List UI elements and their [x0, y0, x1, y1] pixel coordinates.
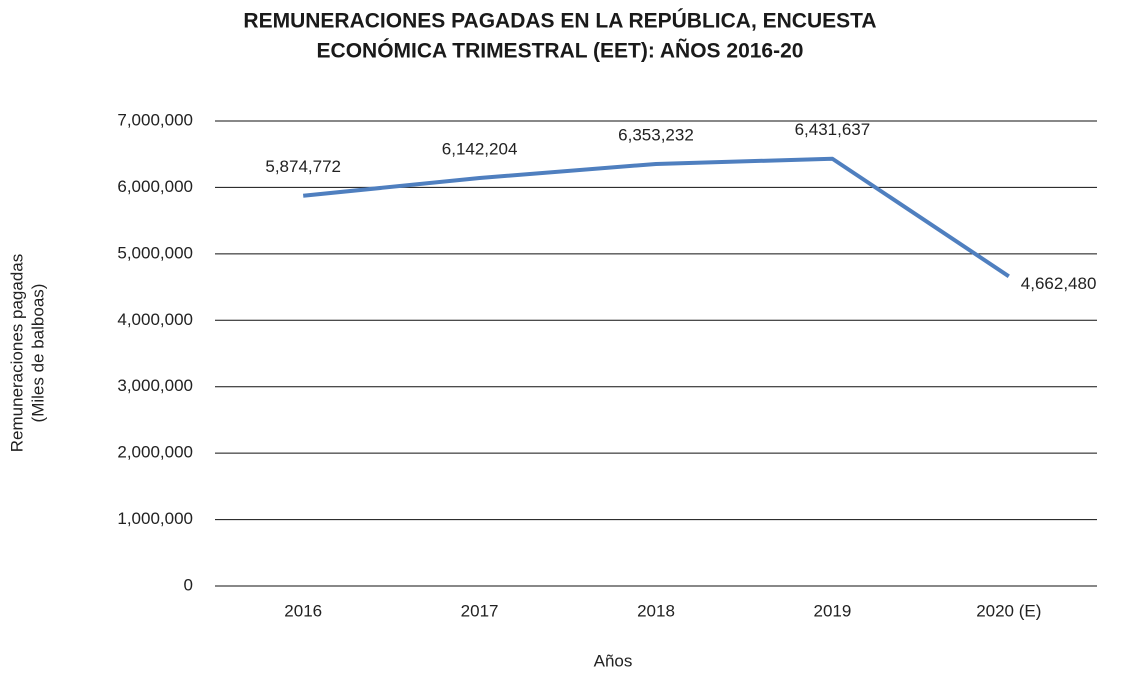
x-axis-label: Años [594, 651, 633, 670]
data-label: 6,142,204 [442, 139, 518, 158]
chart-title: ECONÓMICA TRIMESTRAL (EET): AÑOS 2016-20 [317, 39, 804, 63]
data-label: 6,431,637 [795, 120, 871, 139]
y-tick-label: 5,000,000 [117, 243, 193, 262]
chart-title: REMUNERACIONES PAGADAS EN LA REPÚBLICA, … [243, 9, 876, 33]
y-tick-label: 7,000,000 [117, 110, 193, 129]
x-tick-label: 2017 [461, 601, 499, 620]
x-tick-label: 2016 [284, 601, 322, 620]
y-tick-label: 3,000,000 [117, 376, 193, 395]
y-tick-label: 0 [184, 575, 193, 594]
data-label: 4,662,480 [1021, 274, 1097, 293]
y-tick-label: 2,000,000 [117, 443, 193, 462]
data-label: 5,874,772 [265, 157, 341, 176]
y-tick-label: 4,000,000 [117, 310, 193, 329]
line [302, 156, 1010, 278]
x-tick-label: 2019 [813, 601, 851, 620]
y-axis-label: (Miles de balboas) [28, 284, 47, 423]
data-label: 6,353,232 [618, 125, 694, 144]
y-axis-label: Remuneraciones pagadas [7, 254, 26, 452]
y-tick-label: 1,000,000 [117, 509, 193, 528]
y-tick-label: 6,000,000 [117, 177, 193, 196]
x-tick-label: 2020 (E) [976, 601, 1041, 620]
x-tick-label: 2018 [637, 601, 675, 620]
